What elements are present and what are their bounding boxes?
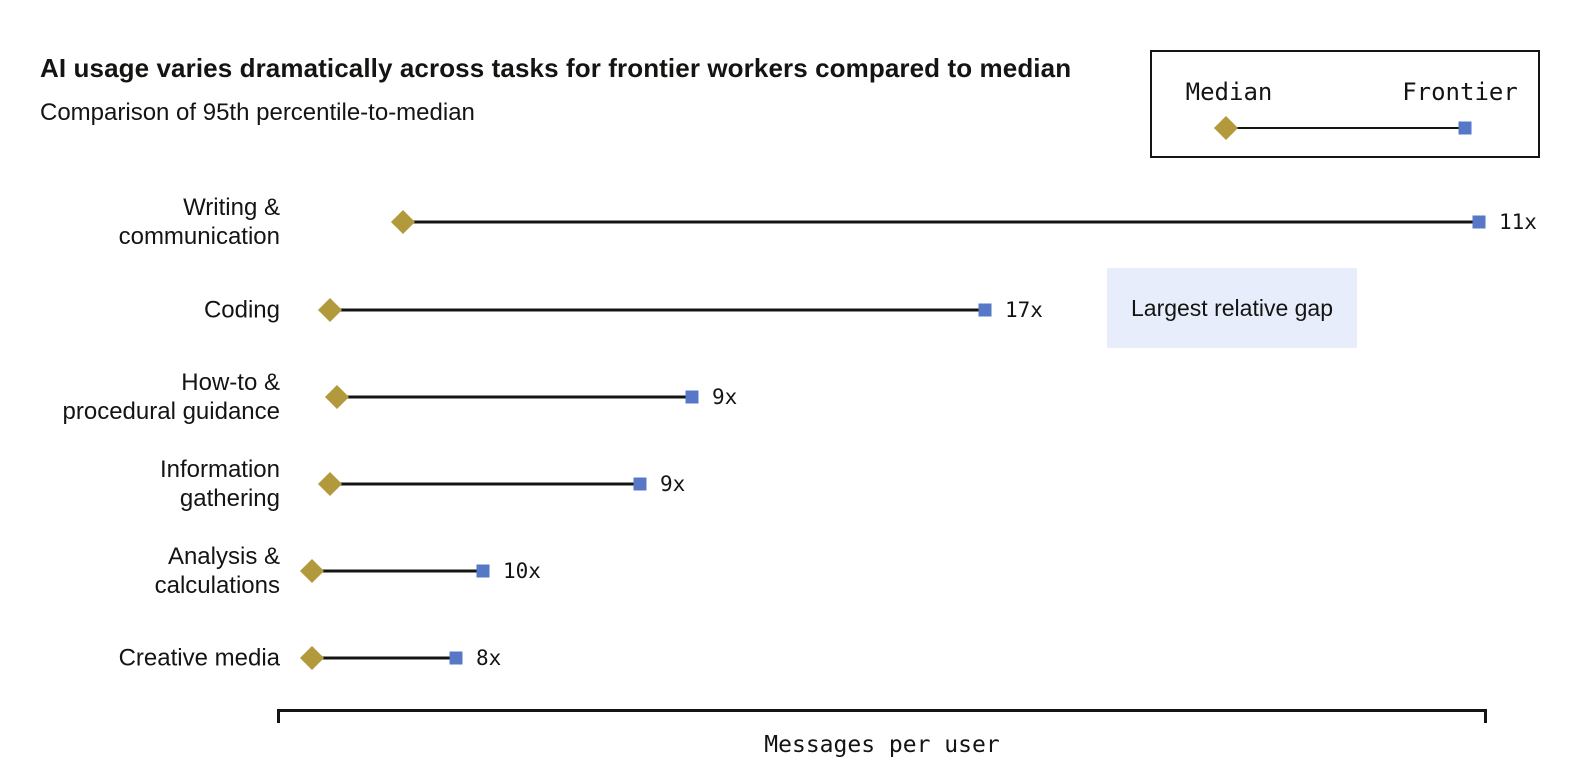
annotation-label: Largest relative gap <box>1130 294 1333 321</box>
x-axis-label: Messages per user <box>764 732 1000 758</box>
page-title: AI usage varies dramatically across task… <box>40 53 1072 83</box>
frontier-square-marker <box>476 564 490 578</box>
category-label: Coding <box>203 296 280 324</box>
ratio-value-label: 9x <box>712 385 738 409</box>
frontier-square-marker <box>449 651 463 665</box>
legend-frontier-label: Frontier <box>1402 78 1518 106</box>
dumbbell-line <box>403 220 1479 224</box>
frontier-square-marker <box>978 303 992 317</box>
x-axis-bracket <box>277 709 1487 723</box>
category-label: Analysis & calculations <box>154 543 280 599</box>
ratio-value-label: 11x <box>1499 210 1537 234</box>
category-label: How-to & procedural guidance <box>62 369 281 425</box>
median-diamond-marker <box>317 297 343 323</box>
legend-connector-line <box>1237 127 1459 129</box>
frontier-square-marker <box>685 390 699 404</box>
median-diamond-marker <box>299 645 325 671</box>
ratio-value-label: 8x <box>476 646 502 670</box>
ratio-value-label: 17x <box>1005 298 1043 322</box>
dumbbell-line <box>312 569 483 573</box>
frontier-square-marker <box>1472 215 1486 229</box>
median-diamond-marker <box>299 558 325 584</box>
dumbbell-line <box>330 482 640 486</box>
ratio-value-label: 10x <box>503 559 541 583</box>
category-label: Writing & communication <box>118 194 280 250</box>
dumbbell-line <box>337 395 692 399</box>
legend-median-diamond-icon <box>1213 115 1239 141</box>
category-label: Information gathering <box>159 456 280 512</box>
ratio-value-label: 9x <box>660 472 686 496</box>
page-subtitle: Comparison of 95th percentile-to-median <box>40 99 475 126</box>
category-label: Creative media <box>118 644 280 672</box>
legend-median-label: Median <box>1185 78 1273 106</box>
legend-frontier-square-icon <box>1458 121 1472 135</box>
dumbbell-line <box>330 308 985 312</box>
median-diamond-marker <box>390 209 416 235</box>
frontier-square-marker <box>633 477 647 491</box>
legend-box: Median Frontier <box>1150 50 1540 158</box>
median-diamond-marker <box>324 384 350 410</box>
annotation-box: Largest relative gap <box>1107 268 1357 348</box>
median-diamond-marker <box>317 471 343 497</box>
dumbbell-line <box>312 656 456 660</box>
